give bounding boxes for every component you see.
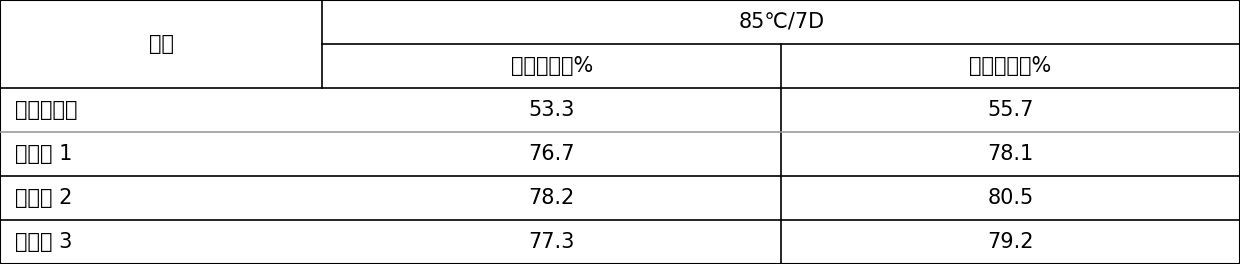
Text: 实施例 1: 实施例 1 — [15, 144, 72, 164]
Text: 78.1: 78.1 — [987, 144, 1034, 164]
Text: 85℃/7D: 85℃/7D — [738, 12, 825, 32]
Text: 79.2: 79.2 — [987, 232, 1034, 252]
Text: 容量保持率%: 容量保持率% — [511, 56, 593, 76]
Text: 实施例 2: 实施例 2 — [15, 188, 72, 208]
Text: 项目: 项目 — [149, 34, 174, 54]
Text: 容量恢复率%: 容量恢复率% — [970, 56, 1052, 76]
Text: 78.2: 78.2 — [528, 188, 575, 208]
Text: 55.7: 55.7 — [987, 100, 1034, 120]
Text: 空白对照组: 空白对照组 — [15, 100, 77, 120]
Text: 77.3: 77.3 — [528, 232, 575, 252]
Text: 实施例 3: 实施例 3 — [15, 232, 72, 252]
Text: 76.7: 76.7 — [528, 144, 575, 164]
Text: 53.3: 53.3 — [528, 100, 575, 120]
Text: 80.5: 80.5 — [987, 188, 1034, 208]
